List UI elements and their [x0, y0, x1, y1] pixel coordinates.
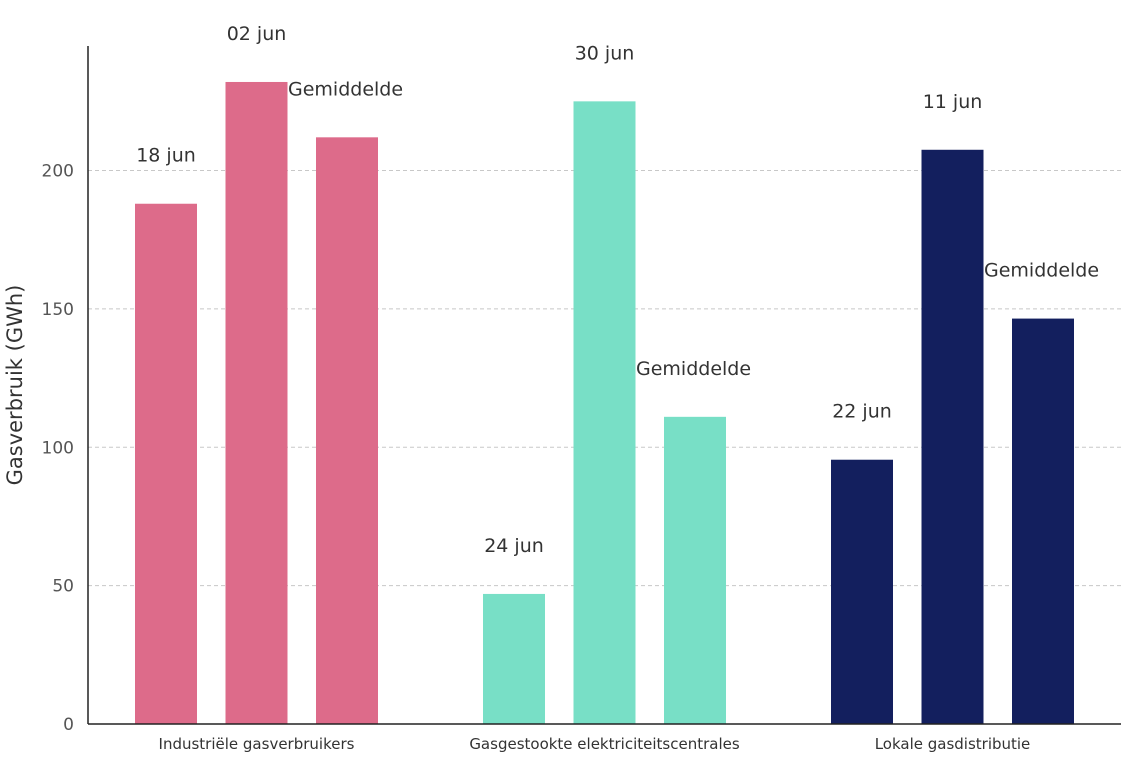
bar-3-1: [831, 459, 893, 724]
data-label-3-2: 11 jun: [923, 91, 983, 113]
bar-3-2: [921, 149, 984, 724]
y-tick-labels: 0 50 100 150 200: [42, 162, 74, 735]
y-tick-label: 50: [52, 577, 74, 597]
data-label-1-1: 18 jun: [136, 145, 196, 167]
axes: [87, 46, 1121, 725]
category-label-1: Industriële gasverbruikers: [159, 735, 355, 753]
y-axis-title: Gasverbruik (GWh): [3, 285, 27, 486]
bar-3-3: [1012, 318, 1074, 724]
bar-2-2: [573, 101, 636, 725]
data-label-3-3: Gemiddelde: [984, 260, 1099, 282]
data-label-2-3: Gemiddelde: [636, 358, 751, 380]
y-tick-label: 0: [63, 715, 74, 735]
data-labels: 18 jun 02 jun Gemiddelde 24 jun 30 jun Gemidd…: [136, 23, 1099, 557]
data-label-1-2: 02 jun: [227, 23, 287, 45]
data-label-3-1: 22 jun: [832, 401, 892, 423]
category-labels: Industriële gasverbruikers Gasgestookte e…: [159, 735, 1031, 753]
bar-2-1: [483, 593, 545, 724]
y-tick-label: 100: [42, 438, 74, 458]
bar-1-2: [225, 81, 288, 724]
category-label-3: Lokale gasdistributie: [875, 735, 1031, 753]
y-tick-label: 200: [42, 162, 74, 182]
bar-1-1: [135, 203, 197, 724]
bars: [135, 81, 1074, 725]
data-label-2-2: 30 jun: [575, 42, 635, 64]
data-label-1-3: Gemiddelde: [288, 78, 403, 100]
category-label-2: Gasgestookte elektriciteitscentrales: [469, 735, 740, 753]
bar-1-3: [316, 137, 378, 724]
data-label-2-1: 24 jun: [484, 535, 544, 557]
bar-2-3: [664, 416, 726, 724]
y-tick-label: 150: [42, 300, 74, 320]
